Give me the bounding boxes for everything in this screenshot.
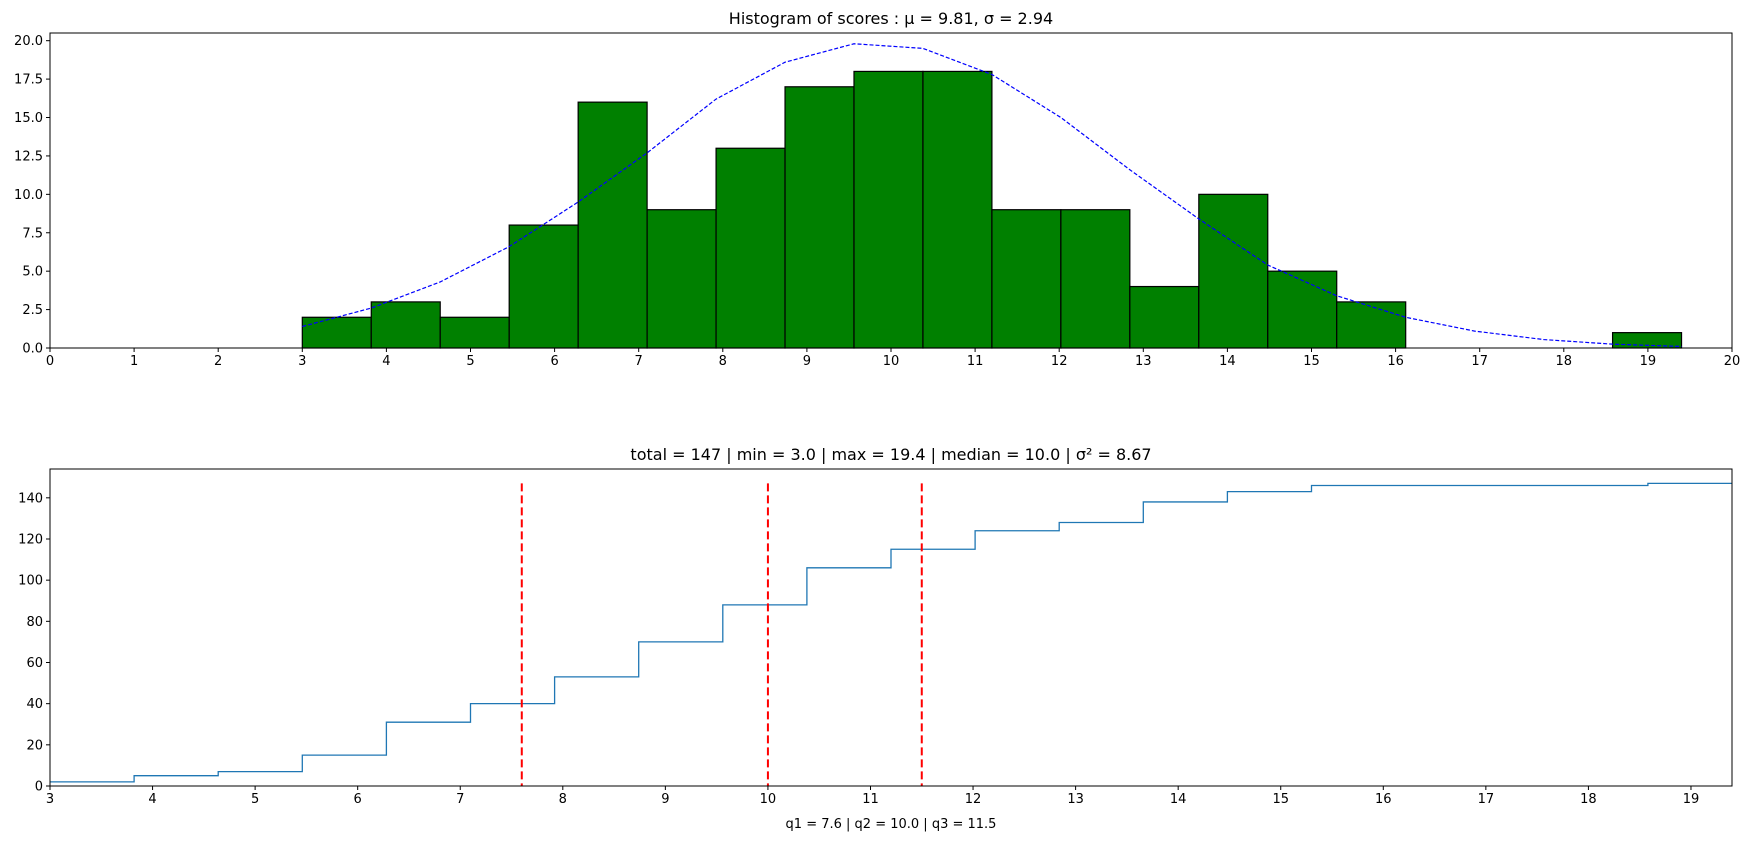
histogram-bar [1129,285,1200,349]
histogram-bar [1060,209,1131,349]
x-tick-label: 18 [1556,354,1573,369]
x-tick-label: 20 [1724,354,1741,369]
y-tick-label: 60 [26,656,43,671]
histogram-bar [991,209,1062,349]
x-tick-label: 16 [1375,792,1392,807]
x-tick-label: 14 [1170,792,1187,807]
x-tick-label: 11 [862,792,879,807]
histogram-bar [439,316,510,349]
x-tick-label: 2 [214,354,222,369]
x-tick-label: 13 [1067,792,1084,807]
histogram-bar [508,224,579,349]
histogram-title: Histogram of scores : μ = 9.81, σ = 2.94 [729,9,1053,28]
y-tick-label: 0 [35,780,43,795]
histogram-bar [370,301,441,349]
x-tick-label: 11 [967,354,984,369]
x-tick-label: 0 [46,354,54,369]
x-tick-label: 1 [130,354,138,369]
y-tick-label: 140 [18,491,43,506]
y-tick-label: 17.5 [14,73,43,88]
cumulative-title: total = 147 | min = 3.0 | max = 19.4 | m… [630,445,1151,464]
x-tick-label: 5 [251,792,259,807]
y-tick-label: 100 [18,574,43,589]
y-tick-label: 7.5 [22,226,43,241]
x-tick-label: 12 [965,792,982,807]
x-tick-label: 7 [635,354,643,369]
y-tick-label: 2.5 [22,303,43,318]
x-tick-label: 19 [1683,792,1700,807]
histogram-bar [646,209,717,349]
y-tick-label: 80 [26,615,43,630]
y-tick-label: 120 [18,532,43,547]
normal-fit-curve [302,43,1682,348]
x-tick-label: 14 [1219,354,1236,369]
histogram-bar [577,101,648,349]
histogram-bar [784,86,855,349]
cumulative-plot-area: 3 4 5 6 7 8 9 10 11 12 13 14 15 16 17 18 19 0 20 40 60 80 100 1… [18,468,1733,807]
x-tick-label: 6 [550,354,558,369]
histogram-bar [853,70,924,349]
x-tick-label: 6 [354,792,362,807]
y-tick-label: 10.0 [14,188,43,203]
x-tick-label: 15 [1272,792,1289,807]
y-tick-label: 40 [26,697,43,712]
x-tick-label: 5 [466,354,474,369]
histogram-bar [301,316,372,349]
histogram-bar [715,147,786,349]
histogram-bar [1198,193,1269,349]
x-tick-label: 9 [661,792,669,807]
histogram-bar [922,70,993,349]
histogram-plot-area: 0 1 2 3 4 5 6 7 8 9 10 11 12 13 14 15 16 17 18 19 200.02.55.… [14,32,1741,369]
x-tick-label: 17 [1471,354,1488,369]
histogram-chart: Histogram of scores : μ = 9.81, σ = 2.94… [14,9,1740,369]
histogram-bar [1336,301,1407,349]
cumulative-chart: total = 147 | min = 3.0 | max = 19.4 | m… [18,445,1733,832]
y-tick-label: 5.0 [22,265,43,280]
x-tick-label: 7 [456,792,464,807]
x-tick-label: 3 [46,792,54,807]
x-tick-label: 10 [760,792,777,807]
x-tick-label: 12 [1051,354,1068,369]
x-tick-label: 3 [298,354,306,369]
x-tick-label: 17 [1478,792,1495,807]
y-tick-label: 15.0 [14,111,43,126]
x-tick-label: 9 [803,354,811,369]
x-tick-label: 16 [1387,354,1404,369]
y-tick-label: 12.5 [14,149,43,164]
histogram-bar [1267,270,1338,349]
cumulative-frame [49,468,1733,787]
x-tick-label: 8 [719,354,727,369]
y-tick-label: 20 [26,738,43,753]
x-tick-label: 18 [1580,792,1597,807]
x-tick-label: 4 [382,354,390,369]
x-tick-label: 8 [559,792,567,807]
x-tick-label: 19 [1640,354,1657,369]
cumulative-x-axis-label: q1 = 7.6 | q2 = 10.0 | q3 = 11.5 [786,817,997,832]
x-tick-label: 13 [1135,354,1152,369]
x-tick-label: 10 [883,354,900,369]
x-tick-label: 4 [148,792,156,807]
cumulative-step-line [50,482,1732,783]
x-tick-label: 15 [1303,354,1320,369]
y-tick-label: 20.0 [14,34,43,49]
y-tick-label: 0.0 [22,342,43,357]
